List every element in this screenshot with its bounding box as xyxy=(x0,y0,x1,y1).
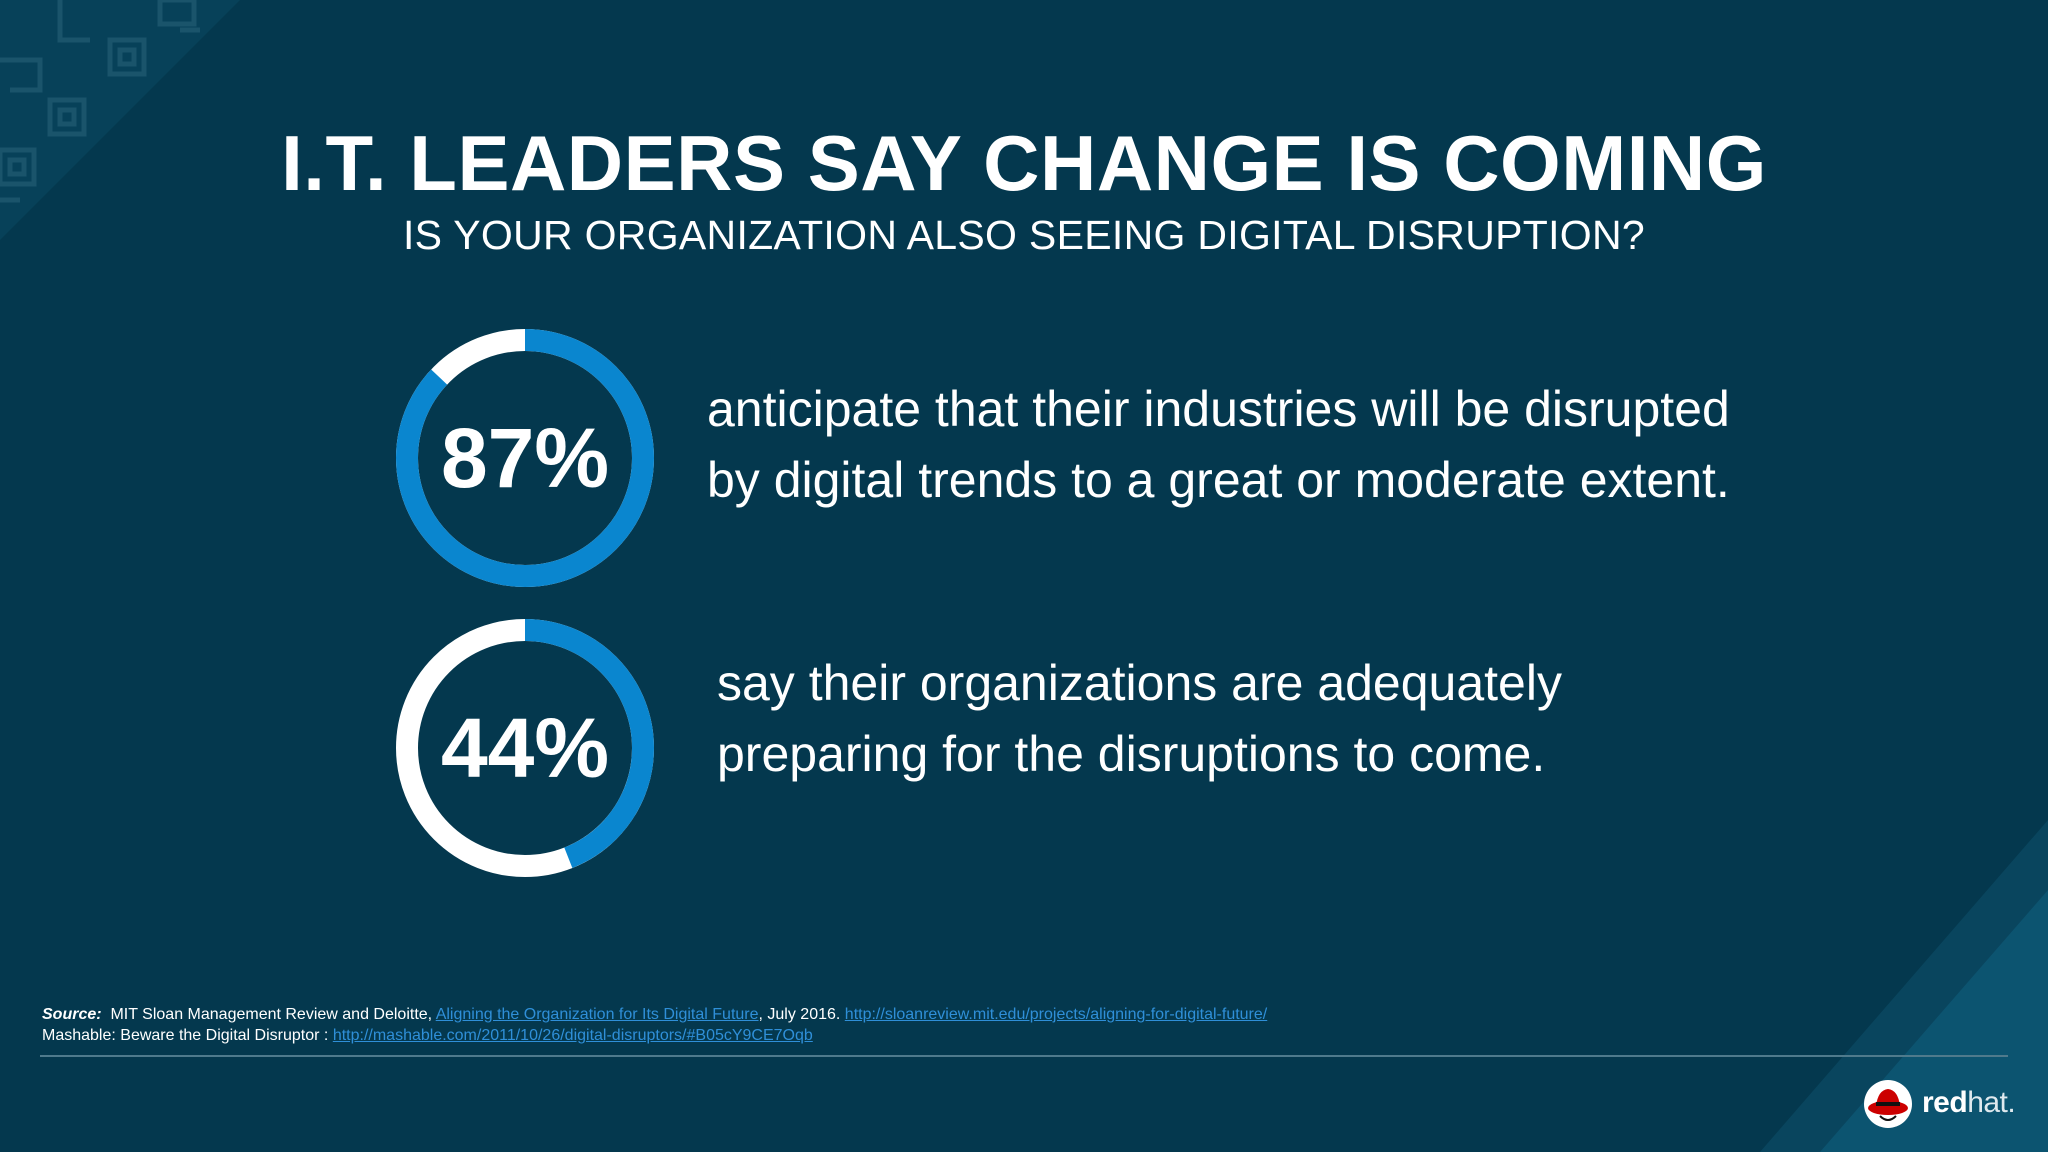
source-url-link[interactable]: http://mashable.com/2011/10/26/digital-d… xyxy=(332,1027,813,1044)
stat-value: 87% xyxy=(440,410,610,505)
source-text: Mashable: Beware the Digital Disruptor : xyxy=(42,1027,329,1044)
source-line-1: Source: MIT Sloan Management Review and … xyxy=(42,1004,1267,1025)
stat-description-1: anticipate that their industries will be… xyxy=(707,374,1730,516)
logo-text-bold: red xyxy=(1922,1086,1968,1119)
stat-line: say their organizations are adequately xyxy=(717,655,1562,711)
footer-divider xyxy=(40,1055,2008,1057)
page-subtitle: IS YOUR ORGANIZATION ALSO SEEING DIGITAL… xyxy=(402,212,1646,258)
stat-ring-1: 87% xyxy=(394,327,656,589)
stat-line: preparing for the disruptions to come. xyxy=(717,726,1546,782)
source-date: , July 2016. xyxy=(758,1006,841,1023)
stat-line: by digital trends to a great or moderate… xyxy=(707,452,1730,508)
stat-ring-2: 44% xyxy=(394,617,656,879)
stat-value: 44% xyxy=(440,700,610,795)
source-citation: Source: MIT Sloan Management Review and … xyxy=(42,1004,1267,1046)
red-hat-logo: redhat. xyxy=(1862,1078,2022,1130)
ring-progress xyxy=(396,329,654,587)
source-line-2: Mashable: Beware the Digital Disruptor :… xyxy=(42,1025,1267,1046)
stat-description-2: say their organizations are adequately p… xyxy=(717,648,1562,790)
source-label: Source: xyxy=(42,1006,102,1023)
page-title: I.T. LEADERS SAY CHANGE IS COMING xyxy=(281,119,1767,207)
source-title-link[interactable]: Aligning the Organization for Its Digita… xyxy=(435,1006,759,1023)
ring-progress xyxy=(396,619,654,877)
logo-text: redhat. xyxy=(1922,1086,2016,1120)
corner-pattern-icon xyxy=(0,0,240,240)
source-url-link[interactable]: http://sloanreview.mit.edu/projects/alig… xyxy=(844,1006,1268,1023)
source-text: MIT Sloan Management Review and Deloitte… xyxy=(110,1006,433,1023)
logo-text-light: hat. xyxy=(1967,1086,2016,1119)
stat-line: anticipate that their industries will be… xyxy=(707,381,1730,437)
red-hat-icon xyxy=(1864,1080,1912,1128)
